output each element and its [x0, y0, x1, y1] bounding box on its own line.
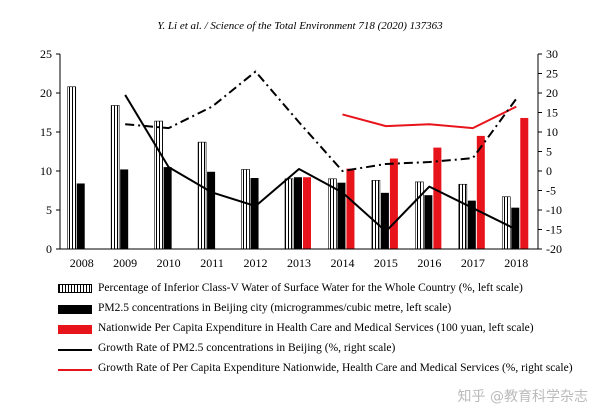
bar-red-2017 [476, 135, 485, 249]
bar-hatched-2016 [415, 181, 424, 250]
legend-label: Growth Rate of Per Capita Expenditure Na… [98, 362, 573, 374]
axes-layer: 0 5 10 15 20 25 -20 -15 -10 -5 0 5 10 15 20 25 30 2008 200… [40, 47, 562, 270]
legend-item-pm25: PM2.5 concentrations in Beijing city (mi… [58, 298, 588, 318]
x-axis-tick-label: 2009 [113, 256, 137, 270]
left-axis-tick-label: 5 [46, 203, 52, 217]
bar-hatched-2010 [154, 120, 163, 250]
x-axis-tick-label: 2008 [70, 256, 94, 270]
bar-black-2008 [76, 183, 85, 249]
x-axis-tick-label: 2018 [504, 256, 528, 270]
legend-label: Percentage of Inferior Class-V Water of … [98, 282, 523, 294]
bar-black-2011 [207, 171, 216, 249]
bar-red-2018 [520, 117, 529, 250]
x-axis-tick-label: 2010 [157, 256, 181, 270]
bar-black-2015 [380, 192, 389, 249]
legend-swatch-red [58, 325, 92, 334]
bar-hatched-2012 [241, 169, 250, 250]
right-axis-tick-label: 0 [546, 164, 552, 178]
bar-hatched-2017 [458, 183, 468, 250]
bar-hatched-2008 [67, 86, 77, 250]
bar-red-2016 [433, 147, 442, 249]
bar-black-2014 [337, 182, 346, 249]
right-axis-tick-label: 30 [546, 47, 558, 61]
combo-chart: 0 5 10 15 20 25 -20 -15 -10 -5 0 5 10 15 20 25 30 2008 200… [40, 47, 562, 270]
right-axis-tick-label: 15 [546, 106, 558, 120]
bar-hatched-2013 [284, 178, 294, 250]
bar-hatched-2015 [371, 180, 381, 250]
x-axis-tick-label: 2012 [244, 256, 268, 270]
bar-red-2015 [389, 158, 398, 249]
x-axis-tick-label: 2014 [330, 256, 354, 270]
legend-item-expenditure-growth: Growth Rate of Per Capita Expenditure Na… [58, 358, 588, 378]
right-axis-tick-label: -20 [546, 242, 562, 256]
left-axis-tick-label: 10 [40, 164, 52, 178]
bar-black-2013 [294, 177, 302, 249]
watermark: 知乎 @教育科学杂志 [457, 389, 588, 405]
left-axis-tick-label: 0 [46, 242, 52, 256]
bar-black-2017 [467, 200, 476, 249]
line-series-black-solid [124, 94, 517, 233]
bar-red-2013 [303, 177, 311, 249]
bar-hatched-2011 [197, 141, 207, 250]
right-axis-tick-label: 5 [546, 145, 552, 159]
bars-layer [67, 86, 529, 250]
bar-black-2016 [424, 195, 433, 249]
lines-layer [124, 70, 518, 233]
right-axis-tick-label: 10 [546, 125, 558, 139]
x-axis-tick-label: 2011 [200, 256, 224, 270]
line-series-red-solid [342, 105, 517, 130]
legend-swatch-hatched [58, 284, 92, 293]
bar-red-2014 [346, 168, 355, 249]
legend-label: Nationwide Per Capita Expenditure in Hea… [98, 322, 534, 334]
legend-label: Growth Rate of PM2.5 concentrations in B… [98, 342, 396, 354]
legend-item-health-expenditure: Nationwide Per Capita Expenditure in Hea… [58, 318, 588, 338]
left-axis-tick-label: 15 [40, 125, 52, 139]
bar-black-2009 [120, 169, 129, 249]
right-axis-tick-label: 25 [546, 67, 558, 81]
legend-swatch-black [58, 305, 92, 314]
legend-item-inferior-water: Percentage of Inferior Class-V Water of … [58, 278, 588, 298]
x-axis-tick-label: 2016 [417, 256, 441, 270]
bar-black-2012 [250, 178, 259, 249]
x-axis-tick-label: 2013 [287, 256, 311, 270]
legend-item-pm25-growth: Growth Rate of PM2.5 concentrations in B… [58, 338, 588, 358]
bar-black-2010 [163, 167, 172, 249]
legend-swatch-black-line [58, 349, 92, 351]
source-citation: Y. Li et al. / Science of the Total Envi… [157, 20, 443, 32]
legend-swatch-red-line [58, 369, 92, 371]
right-axis-tick-label: -10 [546, 203, 562, 217]
x-axis-tick-label: 2015 [374, 256, 398, 270]
right-axis-tick-label: -15 [546, 223, 562, 237]
legend-label: PM2.5 concentrations in Beijing city (mi… [98, 302, 452, 314]
line-series-black-dashdot [125, 70, 518, 172]
right-axis-tick-label: 20 [546, 86, 558, 100]
left-axis-tick-label: 25 [40, 47, 52, 61]
right-axis-tick-label: -5 [546, 184, 556, 198]
bar-hatched-2009 [110, 105, 120, 250]
x-axis-tick-label: 2017 [461, 256, 485, 270]
chart-legend: Percentage of Inferior Class-V Water of … [58, 278, 588, 378]
left-axis-tick-label: 20 [40, 86, 52, 100]
